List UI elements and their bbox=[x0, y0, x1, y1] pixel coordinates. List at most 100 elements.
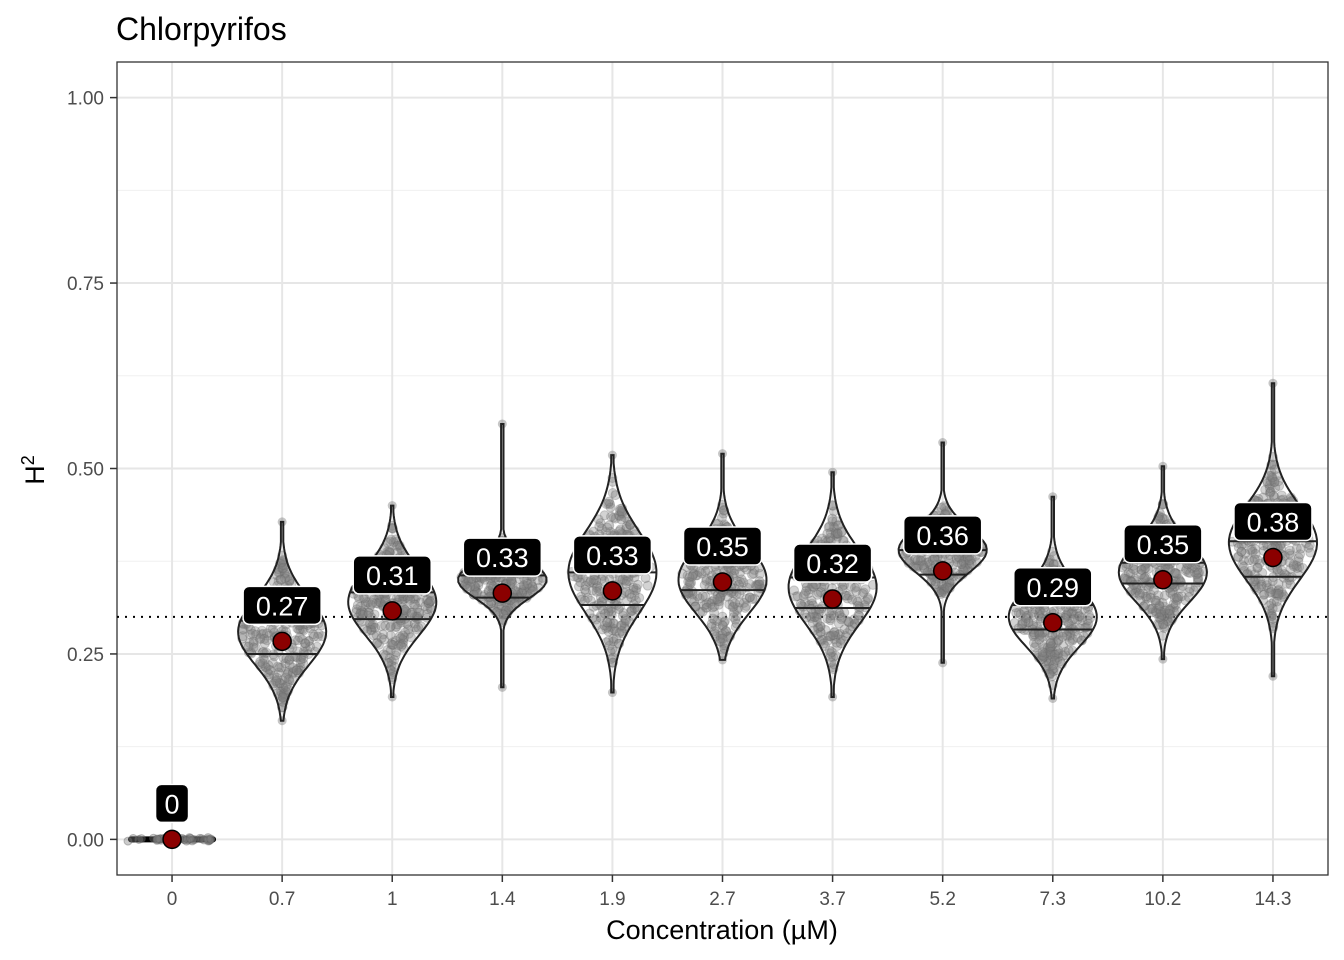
data-point bbox=[366, 624, 377, 635]
data-point bbox=[351, 607, 362, 618]
data-point bbox=[295, 662, 306, 673]
data-point bbox=[271, 676, 282, 687]
data-point bbox=[1034, 630, 1045, 641]
data-point bbox=[956, 559, 967, 570]
data-point bbox=[261, 647, 272, 658]
data-point bbox=[394, 594, 405, 605]
x-tick-label: 3.7 bbox=[819, 889, 845, 910]
mean-label-box bbox=[154, 783, 190, 824]
data-point bbox=[600, 608, 611, 619]
data-point bbox=[269, 670, 280, 681]
data-point bbox=[262, 667, 273, 678]
violin-group: 0.27 bbox=[237, 517, 328, 726]
data-point bbox=[1085, 613, 1096, 624]
violin-group: 0.32 bbox=[787, 467, 878, 702]
data-point bbox=[275, 574, 286, 585]
data-point bbox=[386, 534, 397, 545]
data-point bbox=[247, 628, 258, 639]
data-point bbox=[391, 647, 402, 658]
data-point bbox=[384, 652, 395, 663]
data-point bbox=[293, 663, 304, 674]
data-point bbox=[272, 678, 283, 689]
data-point bbox=[822, 528, 833, 539]
data-point bbox=[279, 568, 290, 579]
x-tick-label: 7.3 bbox=[1040, 889, 1066, 910]
data-point bbox=[152, 834, 162, 844]
data-point bbox=[376, 633, 387, 644]
data-point bbox=[589, 574, 600, 585]
y-tick-label: 0.25 bbox=[67, 645, 104, 666]
data-point bbox=[277, 692, 288, 703]
data-point bbox=[1236, 546, 1247, 557]
data-point bbox=[1170, 568, 1181, 579]
data-point bbox=[422, 595, 433, 606]
data-point bbox=[204, 836, 214, 846]
data-point bbox=[206, 834, 216, 844]
data-point bbox=[624, 588, 635, 599]
data-point bbox=[300, 641, 311, 652]
data-point bbox=[279, 573, 290, 584]
data-point bbox=[398, 642, 409, 653]
data-point bbox=[255, 633, 266, 644]
data-point bbox=[261, 662, 272, 673]
data-point bbox=[421, 594, 432, 605]
data-point bbox=[754, 576, 765, 587]
data-point bbox=[403, 628, 414, 639]
data-point bbox=[279, 688, 290, 699]
data-point bbox=[385, 621, 396, 632]
data-point bbox=[386, 660, 397, 671]
data-point bbox=[248, 638, 259, 649]
data-point bbox=[1274, 480, 1285, 491]
data-point bbox=[730, 614, 741, 625]
data-point bbox=[825, 613, 836, 624]
x-axis-title: Concentration (µM) bbox=[606, 915, 838, 945]
mean-point bbox=[382, 601, 402, 621]
data-point bbox=[243, 641, 254, 652]
y-axis-title-base: H bbox=[20, 465, 50, 485]
data-point bbox=[621, 576, 632, 587]
data-point bbox=[863, 592, 874, 603]
data-point bbox=[1171, 592, 1182, 603]
data-point bbox=[407, 607, 418, 618]
data-point bbox=[489, 576, 500, 587]
data-point bbox=[390, 650, 401, 661]
data-point bbox=[728, 568, 739, 579]
data-point bbox=[183, 834, 193, 844]
data-point bbox=[251, 629, 262, 640]
data-point bbox=[400, 627, 411, 638]
y-axis: 0.00 0.25 0.50 0.75 1.00 bbox=[67, 89, 117, 851]
data-point bbox=[308, 629, 319, 640]
data-point bbox=[283, 666, 294, 677]
data-point bbox=[459, 577, 470, 588]
mean-point bbox=[822, 589, 843, 609]
data-point bbox=[357, 607, 368, 618]
mean-point bbox=[272, 631, 292, 652]
data-point bbox=[366, 625, 377, 636]
data-point bbox=[521, 580, 532, 591]
data-point bbox=[501, 607, 512, 618]
data-point bbox=[358, 608, 369, 619]
data-point bbox=[1072, 632, 1083, 643]
mean-label: 0.29 bbox=[1026, 573, 1079, 603]
mean-label: 0 bbox=[165, 789, 180, 819]
data-point bbox=[1295, 543, 1306, 554]
data-point bbox=[275, 690, 286, 701]
data-point bbox=[280, 672, 291, 683]
data-point bbox=[190, 835, 200, 845]
data-point bbox=[387, 637, 398, 648]
data-point bbox=[1154, 612, 1165, 623]
data-point bbox=[363, 607, 374, 618]
data-point bbox=[397, 639, 408, 650]
data-point bbox=[373, 598, 384, 609]
data-point bbox=[390, 622, 401, 633]
mean-point bbox=[932, 561, 953, 581]
data-point bbox=[368, 622, 379, 633]
data-point bbox=[386, 639, 397, 650]
data-point bbox=[250, 643, 261, 654]
data-point bbox=[1288, 561, 1299, 572]
mean-label: 0.33 bbox=[476, 543, 529, 573]
data-point bbox=[410, 622, 421, 633]
data-point bbox=[313, 628, 324, 639]
data-point bbox=[832, 528, 843, 539]
data-point bbox=[413, 607, 424, 618]
